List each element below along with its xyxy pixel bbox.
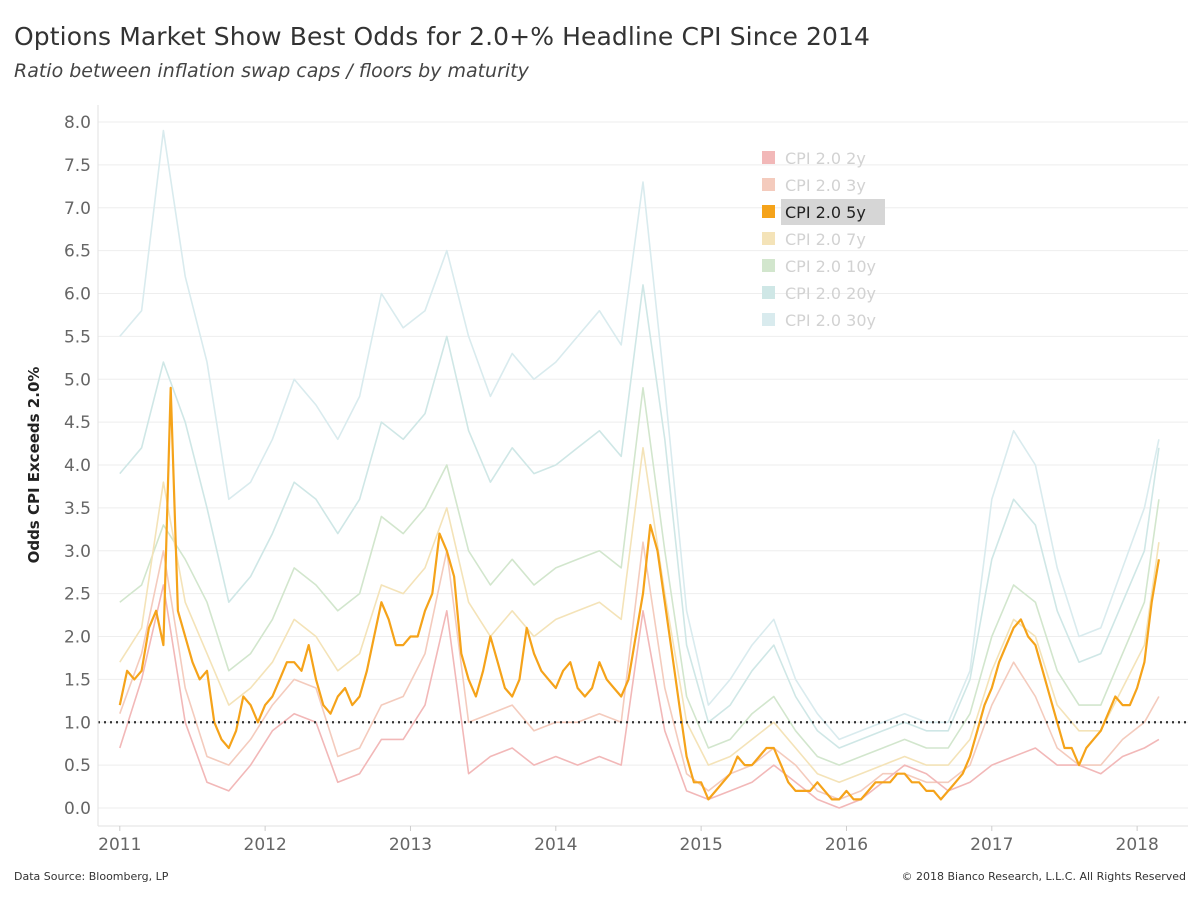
y-tick-label: 5.0: [64, 370, 91, 390]
legend-label: CPI 2.0 3y: [785, 176, 866, 195]
y-tick-label: 6.5: [64, 242, 91, 262]
y-tick-label: 2.5: [64, 585, 91, 605]
y-tick-label: 0.0: [64, 799, 91, 819]
x-tick-label: 2012: [244, 835, 287, 855]
legend-swatch: [762, 259, 775, 272]
legend-item[interactable]: CPI 2.0 20y: [762, 284, 876, 303]
legend-swatch: [762, 178, 775, 191]
x-tick-label: 2017: [970, 835, 1013, 855]
legend-label: CPI 2.0 2y: [785, 149, 866, 168]
legend-swatch: [762, 205, 775, 218]
y-tick-label: 8.0: [64, 113, 91, 133]
y-tick-label: 2.0: [64, 628, 91, 648]
y-tick-label: 0.5: [64, 756, 91, 776]
series-line-cpi-2-0-3y[interactable]: [119, 541, 1160, 801]
x-tick-label: 2015: [680, 835, 723, 855]
legend-item[interactable]: CPI 2.0 30y: [762, 311, 876, 330]
copyright: © 2018 Bianco Research, L.L.C. All Right…: [901, 870, 1186, 883]
grid-lines: [98, 121, 1188, 809]
legend-item[interactable]: CPI 2.0 7y: [762, 230, 866, 249]
legend-item[interactable]: CPI 2.0 3y: [762, 176, 866, 195]
x-tick-label: 2011: [98, 835, 141, 855]
legend-item[interactable]: CPI 2.0 2y: [762, 149, 866, 168]
legend-label: CPI 2.0 5y: [785, 203, 866, 222]
y-tick-label: 4.5: [64, 413, 91, 433]
series-line-cpi-2-0-5y[interactable]: [118, 386, 1160, 801]
data-source: Data Source: Bloomberg, LP: [14, 870, 169, 883]
legend-label: CPI 2.0 10y: [785, 257, 876, 276]
legend-item[interactable]: CPI 2.0 10y: [762, 257, 876, 276]
y-tick-label: 1.0: [64, 713, 91, 733]
y-tick-label: 7.0: [64, 199, 91, 219]
x-tick-label: 2016: [825, 835, 868, 855]
y-axis-title: Odds CPI Exceeds 2.0%: [25, 367, 43, 564]
legend-swatch: [762, 286, 775, 299]
legend-swatch: [762, 232, 775, 245]
legend-swatch: [762, 313, 775, 326]
chart-subtitle: Ratio between inflation swap caps / floo…: [14, 60, 529, 82]
legend-label: CPI 2.0 7y: [785, 230, 866, 249]
axes: 0.0 0.5 1.0 1.5 2.0 2.5 3.0 3.5 4.0 4.5 5.0 5.5 6.0 6…: [25, 105, 1188, 855]
x-tick-label: 2013: [389, 835, 432, 855]
series-line-cpi-2-0-10y[interactable]: [119, 386, 1160, 766]
y-tick-label: 6.0: [64, 285, 91, 305]
series-line-cpi-2-0-30y[interactable]: [119, 129, 1160, 741]
series-line-cpi-2-0-2y[interactable]: [119, 584, 1160, 809]
y-tick-label: 7.5: [64, 156, 91, 176]
legend-label: CPI 2.0 20y: [785, 284, 876, 303]
y-tick-label: 4.0: [64, 456, 91, 476]
legend-item[interactable]: CPI 2.0 5y: [762, 199, 885, 225]
y-tick-label: 1.5: [64, 670, 91, 690]
legend-label: CPI 2.0 30y: [785, 311, 876, 330]
x-tick-label: 2018: [1116, 835, 1159, 855]
chart-title: Options Market Show Best Odds for 2.0+% …: [14, 22, 871, 51]
series-lines: [118, 129, 1160, 809]
legend-swatch: [762, 151, 775, 164]
y-tick-label: 5.5: [64, 327, 91, 347]
x-tick-label: 2014: [534, 835, 577, 855]
legend[interactable]: CPI 2.0 2y CPI 2.0 3y CPI 2.0 5y CPI 2.0 7y…: [762, 149, 885, 330]
y-tick-label: 3.5: [64, 499, 91, 519]
y-tick-label: 3.0: [64, 542, 91, 562]
series-line-cpi-2-0-7y[interactable]: [119, 446, 1160, 784]
legend-highlight: [781, 199, 885, 225]
series-line-cpi-2-0-20y[interactable]: [119, 284, 1160, 749]
